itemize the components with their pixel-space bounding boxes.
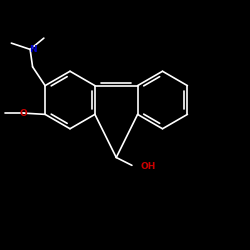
Text: N: N	[29, 45, 37, 54]
Text: O: O	[20, 108, 28, 118]
Text: OH: OH	[141, 162, 156, 171]
